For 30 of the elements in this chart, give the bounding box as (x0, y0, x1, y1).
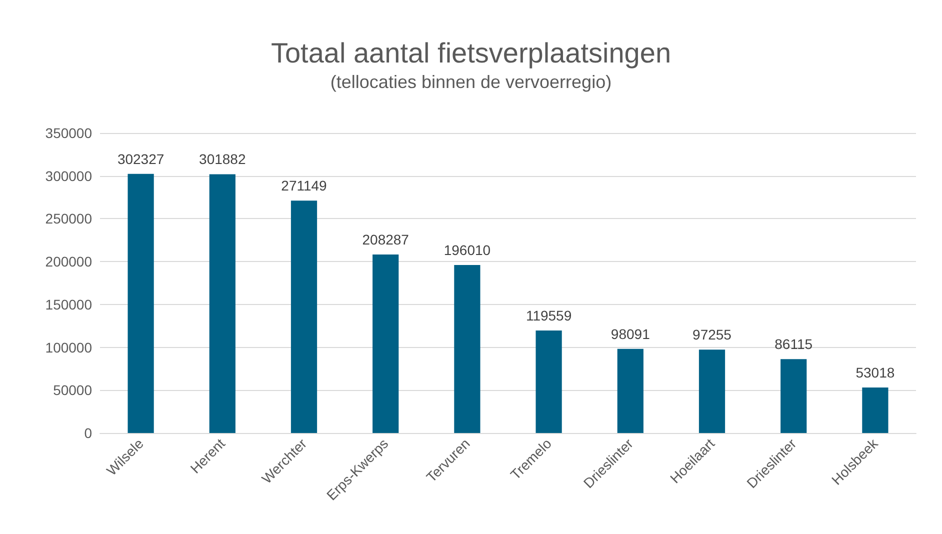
data-label: 86115 (774, 336, 813, 352)
y-tick-label: 50000 (53, 382, 92, 398)
data-label: 119559 (526, 308, 572, 324)
data-label: 196010 (444, 242, 491, 258)
y-tick-label: 300000 (45, 168, 92, 184)
bar (862, 388, 888, 433)
chart-subtitle: (tellocaties binnen de vervoerregio) (330, 72, 612, 92)
chart-title: Totaal aantal fietsverplaatsingen (270, 38, 672, 68)
data-label: 301882 (199, 151, 246, 168)
bar (536, 330, 562, 433)
data-label: 53018 (856, 364, 895, 381)
bar (698, 350, 726, 433)
bar (290, 200, 318, 433)
bar (372, 254, 399, 433)
y-tick-label: 150000 (45, 296, 92, 312)
y-tick-label: 100000 (45, 339, 92, 356)
data-label: 208287 (362, 231, 410, 248)
data-label: 98091 (610, 326, 650, 342)
data-label: 271149 (281, 178, 328, 194)
y-tick-label: 200000 (45, 254, 92, 270)
y-tick-label: 350000 (45, 125, 92, 141)
y-tick-label: 250000 (45, 210, 92, 227)
y-tick-label: 0 (84, 425, 92, 441)
data-label: 97255 (692, 326, 732, 343)
bar (454, 264, 480, 433)
bar (209, 174, 236, 433)
bar (617, 348, 644, 433)
bar (128, 174, 154, 433)
bar (780, 359, 807, 433)
data-label: 302327 (117, 150, 164, 167)
